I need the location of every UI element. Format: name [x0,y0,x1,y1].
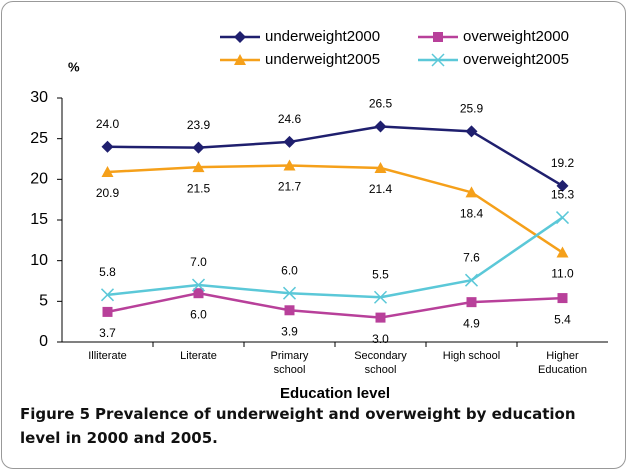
y-axis-label: % [68,59,80,74]
marker [192,161,205,173]
marker [556,179,569,192]
data-label: 21.5 [187,181,211,195]
data-label: 7.0 [190,255,207,269]
marker [557,293,568,304]
marker [465,186,478,198]
x-tick-label: Illiterate [88,350,127,362]
legend-label: overweight2005 [463,51,569,68]
series-line [107,164,564,254]
marker [102,306,113,317]
data-label: 3.9 [281,324,298,338]
data-label: 7.6 [463,250,480,264]
marker [101,140,114,153]
data-label: 11.0 [551,267,574,281]
marker [464,273,479,287]
x-tick-label-line: Higher [546,350,579,362]
data-label: 3.0 [372,332,389,346]
y-tick-label: 25 [30,130,48,147]
y-tick-label: 10 [30,252,48,269]
data-label: 23.9 [187,118,211,132]
marker [465,125,478,138]
x-tick-label: Literate [180,350,217,362]
marker [192,141,205,154]
data-label: 25.9 [460,102,484,116]
data-label: 24.6 [278,112,302,126]
marker [431,53,445,67]
series-line [107,216,564,299]
x-tick-label-line: school [365,364,397,376]
series-line [107,125,564,187]
data-label: 21.4 [369,182,393,196]
data-label: 3.7 [99,326,116,340]
marker [373,290,388,304]
caption: Figure 5 Prevalence of underweight and ov… [20,402,610,450]
data-label: 5.4 [554,312,571,326]
y-tick-label: 15 [30,211,48,228]
marker [101,166,114,178]
caption-label: Figure 5 [20,405,91,423]
y-tick-label: 30 [30,89,48,106]
x-tick-label: Secondary school [354,350,407,376]
y-tick-label: 0 [39,333,48,350]
marker [374,120,387,133]
data-label: 5.8 [99,265,116,279]
marker [375,312,386,323]
legend-label: underweight2000 [265,28,380,45]
marker [234,31,246,43]
data-label: 20.9 [96,186,120,200]
data-label: 19.2 [551,156,575,170]
x-tick-label: Primary school [271,350,309,376]
marker [466,297,477,308]
marker [556,246,569,258]
legend-label: overweight2000 [463,28,569,45]
x-tick-label: Higher Education [538,350,587,376]
marker [282,286,297,300]
data-label: 6.0 [281,263,298,277]
marker [100,288,115,302]
marker [555,211,570,225]
x-axis-label: Education level [280,385,390,400]
legend-label: underweight2005 [265,51,380,68]
series-line [107,291,563,319]
x-tick-label: High school [443,350,500,362]
y-tick-label: 20 [30,171,48,188]
y-tick-label: 5 [39,293,48,310]
marker [193,288,204,299]
x-tick-label-line: Secondary [354,350,407,362]
data-label: 6.0 [190,307,207,321]
marker [284,305,295,316]
marker [234,54,246,65]
data-label: 21.7 [278,180,302,194]
caption-text: Prevalence of underweight and overweight… [20,405,576,447]
data-label: 18.4 [460,207,484,221]
data-label: 26.5 [369,97,393,111]
marker [283,135,296,148]
marker [191,278,206,292]
x-tick-label-line: school [274,364,306,376]
x-tick-label-line: Education [538,364,587,376]
data-label: 15.3 [551,188,575,202]
marker [433,32,443,42]
chart: % Education level 0 5 10 15 20 25 30 Illiterate… [30,28,608,400]
marker [374,161,387,173]
x-tick-label-line: Primary [271,350,309,362]
data-label: 24.0 [96,117,120,131]
marker [283,159,296,171]
data-label: 4.9 [463,316,480,330]
data-label: 5.5 [372,267,389,281]
